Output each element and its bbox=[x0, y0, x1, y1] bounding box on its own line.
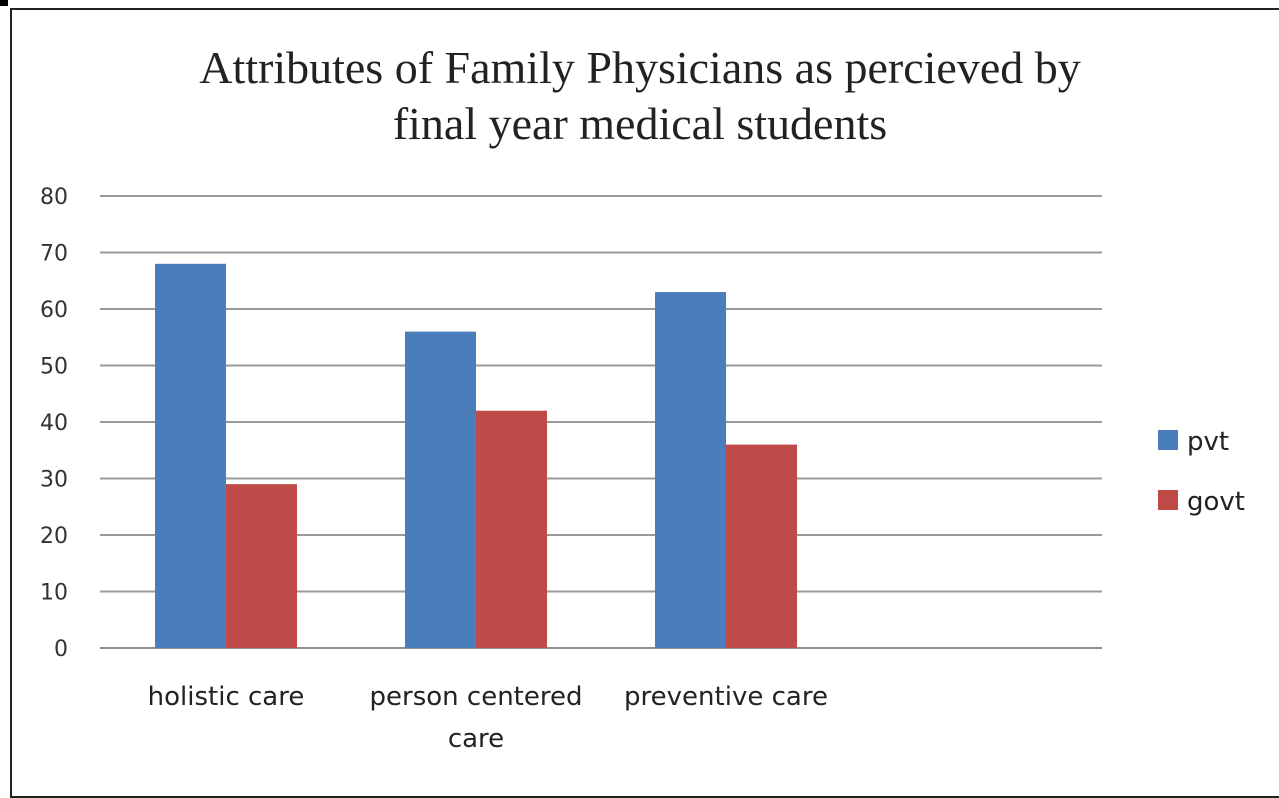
y-tick-label: 50 bbox=[40, 355, 68, 380]
y-tick-label: 70 bbox=[40, 242, 68, 267]
y-tick-label: 30 bbox=[40, 468, 68, 493]
legend-swatch-pvt bbox=[1158, 430, 1178, 450]
y-tick-label: 10 bbox=[40, 581, 68, 606]
x-category-label: care bbox=[448, 724, 504, 754]
chart-title-line-2: final year medical students bbox=[392, 98, 888, 149]
x-category-label: holistic care bbox=[148, 682, 305, 712]
x-category-label: person centered bbox=[370, 682, 583, 712]
y-tick-label: 0 bbox=[54, 637, 68, 662]
bar-pvt bbox=[155, 263, 226, 648]
y-tick-label: 60 bbox=[40, 298, 68, 323]
x-category-label: preventive care bbox=[624, 682, 828, 712]
legend-swatch-govt bbox=[1158, 490, 1178, 510]
bar-govt bbox=[476, 410, 547, 648]
chart-title: Attributes of Family Physicians as perci… bbox=[30, 40, 1250, 152]
bar-govt bbox=[726, 444, 797, 648]
bar-chart: 0 10 20 30 40 50 60 70 80 holistic care person cen… bbox=[40, 185, 1245, 754]
corner-mark bbox=[0, 0, 8, 6]
legend-label-govt: govt bbox=[1187, 487, 1245, 517]
y-tick-label: 80 bbox=[40, 185, 68, 210]
y-tick-label: 20 bbox=[40, 524, 68, 549]
bar-pvt bbox=[405, 331, 476, 648]
chart-title-line-1: Attributes of Family Physicians as perci… bbox=[199, 42, 1081, 93]
bar-pvt bbox=[655, 292, 726, 648]
legend-label-pvt: pvt bbox=[1187, 427, 1229, 457]
y-tick-label: 40 bbox=[40, 411, 68, 436]
bar-govt bbox=[226, 484, 297, 648]
